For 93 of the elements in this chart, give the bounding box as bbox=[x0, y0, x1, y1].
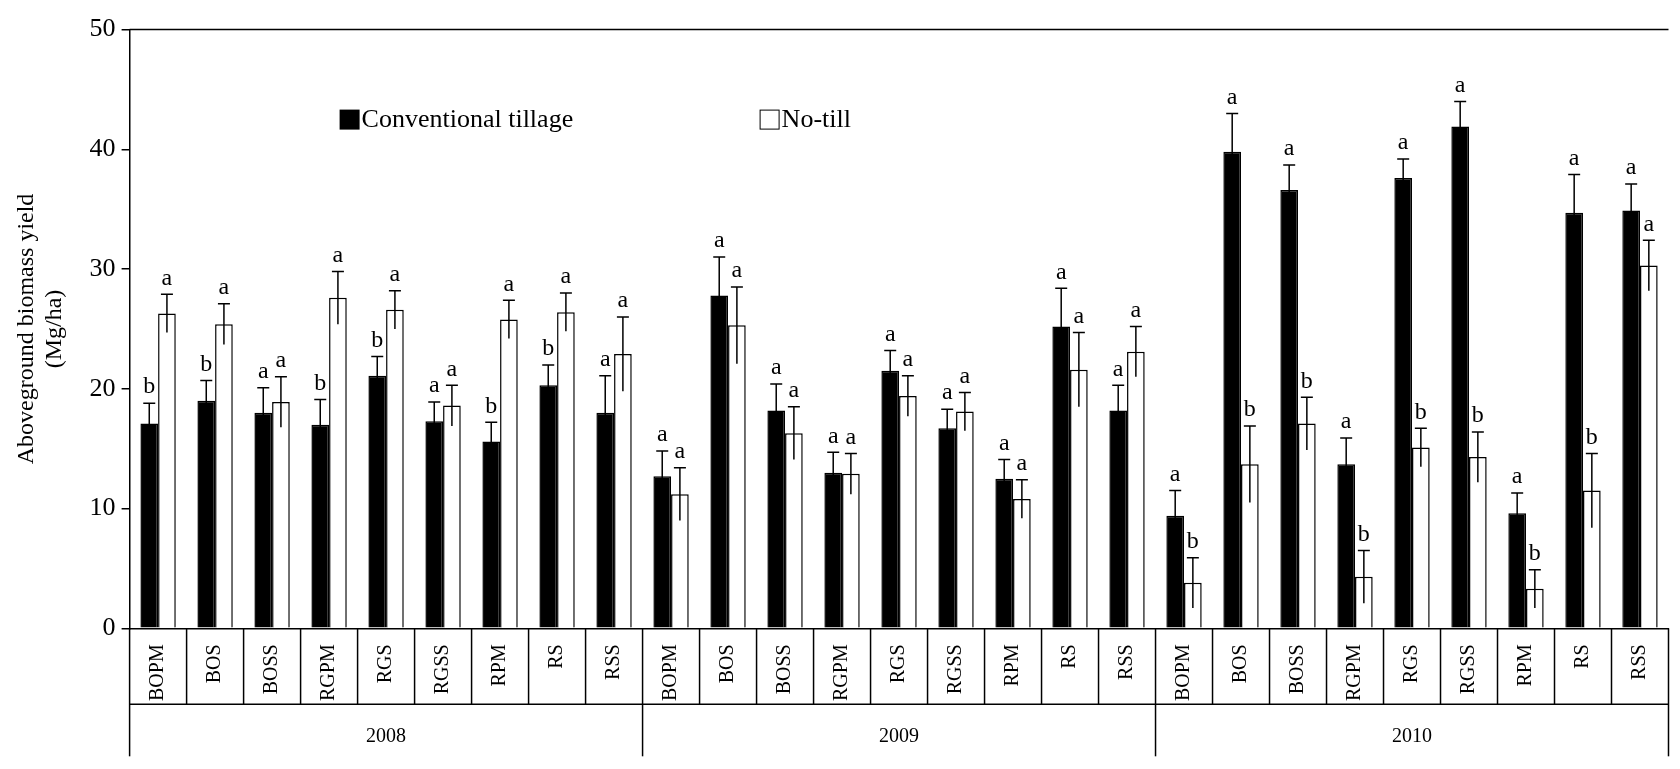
y-tick-label: 30 bbox=[89, 252, 116, 282]
data-label: a bbox=[503, 269, 515, 296]
y-tick-label: 40 bbox=[89, 133, 116, 163]
x-tick-label: RS bbox=[1570, 644, 1593, 669]
x-tick-label: RS bbox=[1057, 644, 1080, 669]
x-tick-label: BOS bbox=[715, 644, 738, 684]
data-label: a bbox=[788, 376, 800, 403]
data-label: a bbox=[446, 354, 458, 381]
x-tick-label: RGPM bbox=[316, 644, 339, 702]
data-label: a bbox=[560, 262, 572, 289]
data-label: a bbox=[1397, 128, 1409, 155]
x-tick-label: BOS bbox=[1228, 644, 1251, 684]
data-label: b bbox=[1414, 397, 1427, 424]
data-label: a bbox=[428, 371, 440, 398]
data-label: b bbox=[371, 325, 384, 352]
data-label: a bbox=[1283, 134, 1295, 161]
data-label: a bbox=[845, 422, 857, 449]
data-label: a bbox=[257, 356, 269, 383]
x-tick-label: RGSS bbox=[430, 644, 453, 695]
data-label: b bbox=[200, 349, 213, 376]
data-label: a bbox=[599, 344, 611, 371]
data-label: b bbox=[485, 391, 498, 418]
data-label: a bbox=[1511, 462, 1523, 489]
data-label: b bbox=[1300, 366, 1313, 393]
data-label: a bbox=[1340, 407, 1352, 434]
data-label: a bbox=[218, 273, 230, 300]
data-label: a bbox=[674, 437, 686, 464]
x-tick-label: BOSS bbox=[772, 644, 795, 695]
data-label: a bbox=[1073, 301, 1085, 328]
x-tick-label: RGS bbox=[373, 644, 396, 684]
data-label: a bbox=[1454, 70, 1466, 97]
data-label: b bbox=[1471, 401, 1484, 428]
data-label: a bbox=[617, 286, 629, 313]
data-label: a bbox=[827, 421, 839, 448]
x-tick-label: RPM bbox=[487, 644, 510, 687]
data-label: a bbox=[332, 240, 344, 267]
data-label: a bbox=[275, 346, 287, 373]
data-label: b bbox=[542, 334, 555, 361]
text: 2008 bbox=[366, 723, 407, 746]
data-label: a bbox=[713, 226, 725, 253]
data-label: a bbox=[1643, 209, 1655, 236]
x-tick-label: RGPM bbox=[829, 644, 852, 702]
x-tick-label: BOPM bbox=[145, 644, 168, 702]
x-tick-label: BOS bbox=[202, 644, 225, 684]
data-label: a bbox=[1226, 82, 1238, 109]
x-tick-label: RS bbox=[544, 644, 567, 669]
data-label: a bbox=[1055, 257, 1067, 284]
data-label: a bbox=[959, 361, 971, 388]
data-label: a bbox=[902, 344, 914, 371]
y-axis-title: Aboveground biomass yield (Mg/ha) bbox=[11, 193, 67, 465]
data-label: a bbox=[1112, 354, 1124, 381]
data-label: a bbox=[389, 259, 401, 286]
y-tick-label: 10 bbox=[89, 492, 116, 522]
data-label: b bbox=[1243, 395, 1256, 422]
data-label: b bbox=[143, 372, 156, 399]
data-label: a bbox=[770, 353, 782, 380]
x-tick-label: RPM bbox=[1000, 644, 1023, 687]
data-label: b bbox=[314, 368, 327, 395]
x-tick-label: BOSS bbox=[259, 644, 282, 695]
data-label: a bbox=[1169, 459, 1181, 486]
data-label: a bbox=[1625, 153, 1637, 180]
data-label: a bbox=[941, 378, 953, 405]
data-label: a bbox=[1568, 143, 1580, 170]
data-label: a bbox=[884, 319, 896, 346]
data-label: b bbox=[1585, 422, 1598, 449]
x-tick-label: BOPM bbox=[1171, 644, 1194, 702]
x-tick-label: RGS bbox=[886, 644, 909, 684]
y-tick-label: 50 bbox=[89, 13, 116, 43]
data-label: a bbox=[1016, 449, 1028, 476]
data-label: a bbox=[1130, 295, 1142, 322]
text: 2010 bbox=[1392, 723, 1433, 746]
x-tick-label: RGPM bbox=[1342, 644, 1365, 702]
text: 2009 bbox=[879, 723, 920, 746]
x-tick-label: RGSS bbox=[943, 644, 966, 695]
x-tick-label: RSS bbox=[1627, 644, 1650, 680]
data-label: b bbox=[1186, 526, 1199, 553]
y-tick-label: 0 bbox=[102, 612, 116, 642]
data-label: a bbox=[161, 263, 173, 290]
x-tick-label: RSS bbox=[1114, 644, 1137, 680]
data-label: a bbox=[998, 428, 1010, 455]
x-tick-label: RGSS bbox=[1456, 644, 1479, 695]
legend-label: No-till bbox=[781, 104, 851, 134]
legend-label: Conventional tillage bbox=[361, 104, 574, 134]
x-tick-label: RGS bbox=[1399, 644, 1422, 684]
x-tick-label: RPM bbox=[1513, 644, 1536, 687]
data-label: a bbox=[731, 256, 743, 283]
y-tick-label: 20 bbox=[89, 372, 116, 402]
data-label: a bbox=[656, 420, 668, 447]
x-tick-label: BOPM bbox=[658, 644, 681, 702]
x-tick-label: BOSS bbox=[1285, 644, 1308, 695]
data-label: b bbox=[1357, 519, 1370, 546]
data-label: b bbox=[1528, 538, 1541, 565]
x-tick-label: RSS bbox=[601, 644, 624, 680]
